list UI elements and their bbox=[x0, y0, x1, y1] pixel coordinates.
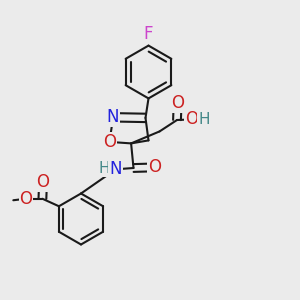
Text: H: H bbox=[198, 112, 210, 127]
Text: O: O bbox=[148, 158, 161, 176]
Text: F: F bbox=[144, 25, 153, 43]
Text: N: N bbox=[109, 160, 122, 178]
Text: O: O bbox=[171, 94, 184, 112]
Text: O: O bbox=[103, 133, 116, 151]
Text: H: H bbox=[98, 161, 110, 176]
Text: O: O bbox=[185, 110, 198, 128]
Text: O: O bbox=[37, 173, 50, 191]
Text: O: O bbox=[20, 190, 32, 208]
Text: N: N bbox=[107, 108, 119, 126]
